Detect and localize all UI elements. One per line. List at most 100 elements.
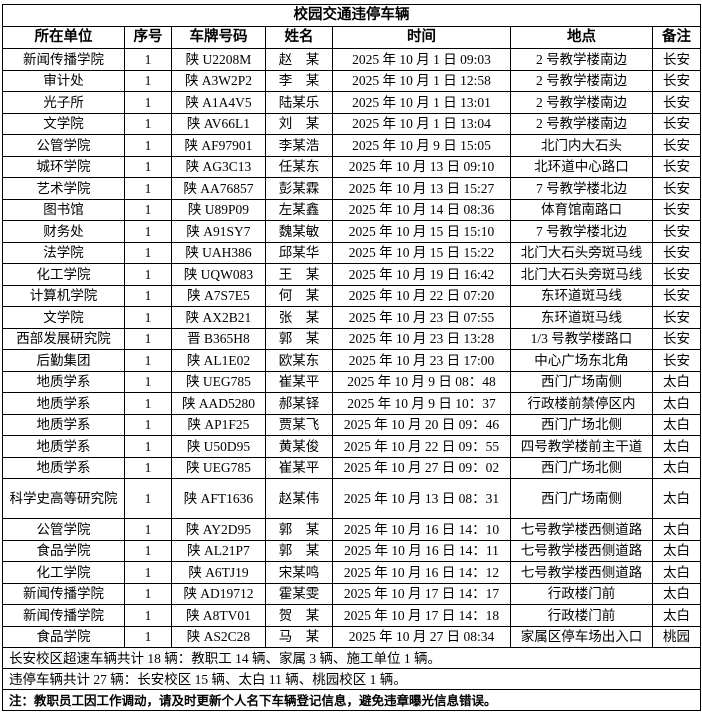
cell-time: 2025 年 10 月 23 日 07:55 <box>332 306 511 329</box>
cell-number: 1 <box>124 69 172 92</box>
cell-number: 1 <box>124 284 172 307</box>
table-row: 化工学院 1 陕 UQW083 王 某 2025 年 10 月 19 日 16:42 北门… <box>2 263 702 286</box>
cell-unit: 计算机学院 <box>2 284 125 307</box>
cell-time: 2025 年 10 月 22 日 07:20 <box>332 284 511 307</box>
cell-name: 李 某 <box>265 69 333 92</box>
cell-number: 1 <box>124 91 172 114</box>
cell-location: 7 号教学楼北边 <box>510 220 653 243</box>
cell-remark: 太白 <box>651 392 702 415</box>
cell-unit: 地质学系 <box>2 413 125 436</box>
cell-number: 1 <box>124 177 172 200</box>
cell-plate: 陕 AFT1636 <box>171 478 266 519</box>
header-location: 地点 <box>510 26 653 49</box>
cell-location: 2 号教学楼南边 <box>510 112 653 135</box>
cell-name: 邱某华 <box>265 241 333 264</box>
cell-name: 魏某敏 <box>265 220 333 243</box>
cell-unit: 公管学院 <box>2 134 125 157</box>
cell-name: 陆某乐 <box>265 91 333 114</box>
cell-plate: 陕 A3W2P2 <box>171 69 266 92</box>
cell-time: 2025 年 10 月 15 日 15:22 <box>332 241 511 264</box>
table-row: 新闻传播学院 1 陕 AD19712 霍某雯 2025 年 10 月 17 日 14：1… <box>2 582 702 605</box>
cell-plate: 陕 AL1E02 <box>171 349 266 372</box>
cell-name: 霍某雯 <box>265 582 333 605</box>
cell-plate: 陕 AS2C28 <box>171 625 266 648</box>
cell-plate: 陕 A1A4V5 <box>171 91 266 114</box>
cell-number: 1 <box>124 327 172 350</box>
cell-remark: 太白 <box>651 539 702 562</box>
cell-plate: 陕 AP1F25 <box>171 413 266 436</box>
cell-plate: 陕 AV66L1 <box>171 112 266 135</box>
cell-name: 黄某俊 <box>265 435 333 458</box>
cell-name: 郭 某 <box>265 518 333 541</box>
footer-speeding-summary: 长安校区超速车辆共计 18 辆：教职工 14 辆、家属 3 辆、施工单位 1 辆… <box>1 647 702 669</box>
cell-remark: 桃园 <box>651 625 702 648</box>
violation-table: 校园交通违停车辆 所在单位 序号 车牌号码 姓名 时间 地点 备注 新闻传播学院… <box>1 4 702 711</box>
cell-name: 彭某霖 <box>265 177 333 200</box>
cell-number: 1 <box>124 370 172 393</box>
cell-time: 2025 年 10 月 14 日 08:36 <box>332 198 511 221</box>
cell-name: 郭 某 <box>265 539 333 562</box>
cell-number: 1 <box>124 478 172 519</box>
table-row: 西部发展研究院 1 晋 B365H8 郭 某 2025 年 10 月 23 日 13:2… <box>2 327 702 350</box>
table-row: 公管学院 1 陕 AY2D95 郭 某 2025 年 10 月 16 日 14：10 七号… <box>2 518 702 541</box>
table-row: 公管学院 1 陕 AF97901 李某浩 2025 年 10 月 9 日 15:05 北门… <box>2 134 702 157</box>
cell-remark: 长安 <box>651 91 702 114</box>
cell-name: 郝某铎 <box>265 392 333 415</box>
cell-time: 2025 年 10 月 20 日 09：46 <box>332 413 511 436</box>
cell-time: 2025 年 10 月 13 日 08：31 <box>332 478 511 519</box>
cell-remark: 太白 <box>651 582 702 605</box>
cell-number: 1 <box>124 263 172 286</box>
cell-remark: 长安 <box>651 177 702 200</box>
cell-remark: 太白 <box>651 456 702 479</box>
cell-name: 张 某 <box>265 306 333 329</box>
cell-location: 2 号教学楼南边 <box>510 69 653 92</box>
cell-location: 西门广场北侧 <box>510 456 653 479</box>
cell-remark: 长安 <box>651 198 702 221</box>
cell-location: 北环道中心路口 <box>510 155 653 178</box>
header-name: 姓名 <box>265 26 333 49</box>
cell-number: 1 <box>124 625 172 648</box>
cell-remark: 太白 <box>651 370 702 393</box>
cell-plate: 陕 AG3C13 <box>171 155 266 178</box>
cell-plate: 陕 UQW083 <box>171 263 266 286</box>
table-row: 城环学院 1 陕 AG3C13 任某东 2025 年 10 月 13 日 09:10 北环… <box>2 155 702 178</box>
table-row: 新闻传播学院 1 陕 A8TV01 贺 某 2025 年 10 月 17 日 14：18… <box>2 604 702 627</box>
table-row: 图书馆 1 陕 U89P09 左某鑫 2025 年 10 月 14 日 08:36 体育馆… <box>2 198 702 221</box>
cell-remark: 长安 <box>651 220 702 243</box>
cell-remark: 长安 <box>651 349 702 372</box>
cell-unit: 财务处 <box>2 220 125 243</box>
table-row: 财务处 1 陕 A91SY7 魏某敏 2025 年 10 月 15 日 15:10 7 号… <box>2 220 702 243</box>
table-row: 化工学院 1 陕 A6TJ19 宋某鸣 2025 年 10 月 16 日 14：12 七号… <box>2 561 702 584</box>
cell-location: 北门大石头旁斑马线 <box>510 241 653 264</box>
cell-plate: 陕 A8TV01 <box>171 604 266 627</box>
cell-number: 1 <box>124 134 172 157</box>
table-row: 地质学系 1 陕 AAD5280 郝某铎 2025 年 10 月 9 日 10：37 行政… <box>2 392 702 415</box>
cell-remark: 长安 <box>651 134 702 157</box>
cell-location: 7 号教学楼北边 <box>510 177 653 200</box>
table-row: 艺术学院 1 陕 AA76857 彭某霖 2025 年 10 月 13 日 15:27 7… <box>2 177 702 200</box>
footer-parking-summary: 违停车辆共计 27 辆：长安校区 15 辆、太白 11 辆、桃园校区 1 辆。 <box>1 668 702 690</box>
cell-remark: 太白 <box>651 413 702 436</box>
cell-name: 王 某 <box>265 263 333 286</box>
cell-time: 2025 年 10 月 27 日 09：02 <box>332 456 511 479</box>
cell-location: 东环道斑马线 <box>510 306 653 329</box>
cell-name: 何 某 <box>265 284 333 307</box>
cell-unit: 地质学系 <box>2 435 125 458</box>
cell-location: 东环道斑马线 <box>510 284 653 307</box>
table-title: 校园交通违停车辆 <box>1 4 702 27</box>
cell-location: 体育馆南路口 <box>510 198 653 221</box>
table-row: 文学院 1 陕 AX2B21 张 某 2025 年 10 月 23 日 07:55 东环道… <box>2 306 702 329</box>
cell-time: 2025 年 10 月 9 日 10：37 <box>332 392 511 415</box>
cell-remark: 长安 <box>651 327 702 350</box>
cell-time: 2025 年 10 月 1 日 13:04 <box>332 112 511 135</box>
cell-name: 崔某平 <box>265 370 333 393</box>
cell-time: 2025 年 10 月 17 日 14：18 <box>332 604 511 627</box>
cell-plate: 晋 B365H8 <box>171 327 266 350</box>
header-plate: 车牌号码 <box>171 26 266 49</box>
cell-plate: 陕 AY2D95 <box>171 518 266 541</box>
cell-remark: 长安 <box>651 69 702 92</box>
cell-unit: 城环学院 <box>2 155 125 178</box>
table-row: 光子所 1 陕 A1A4V5 陆某乐 2025 年 10 月 1 日 13:01 2 号教… <box>2 91 702 114</box>
header-unit: 所在单位 <box>2 26 125 49</box>
cell-remark: 长安 <box>651 155 702 178</box>
